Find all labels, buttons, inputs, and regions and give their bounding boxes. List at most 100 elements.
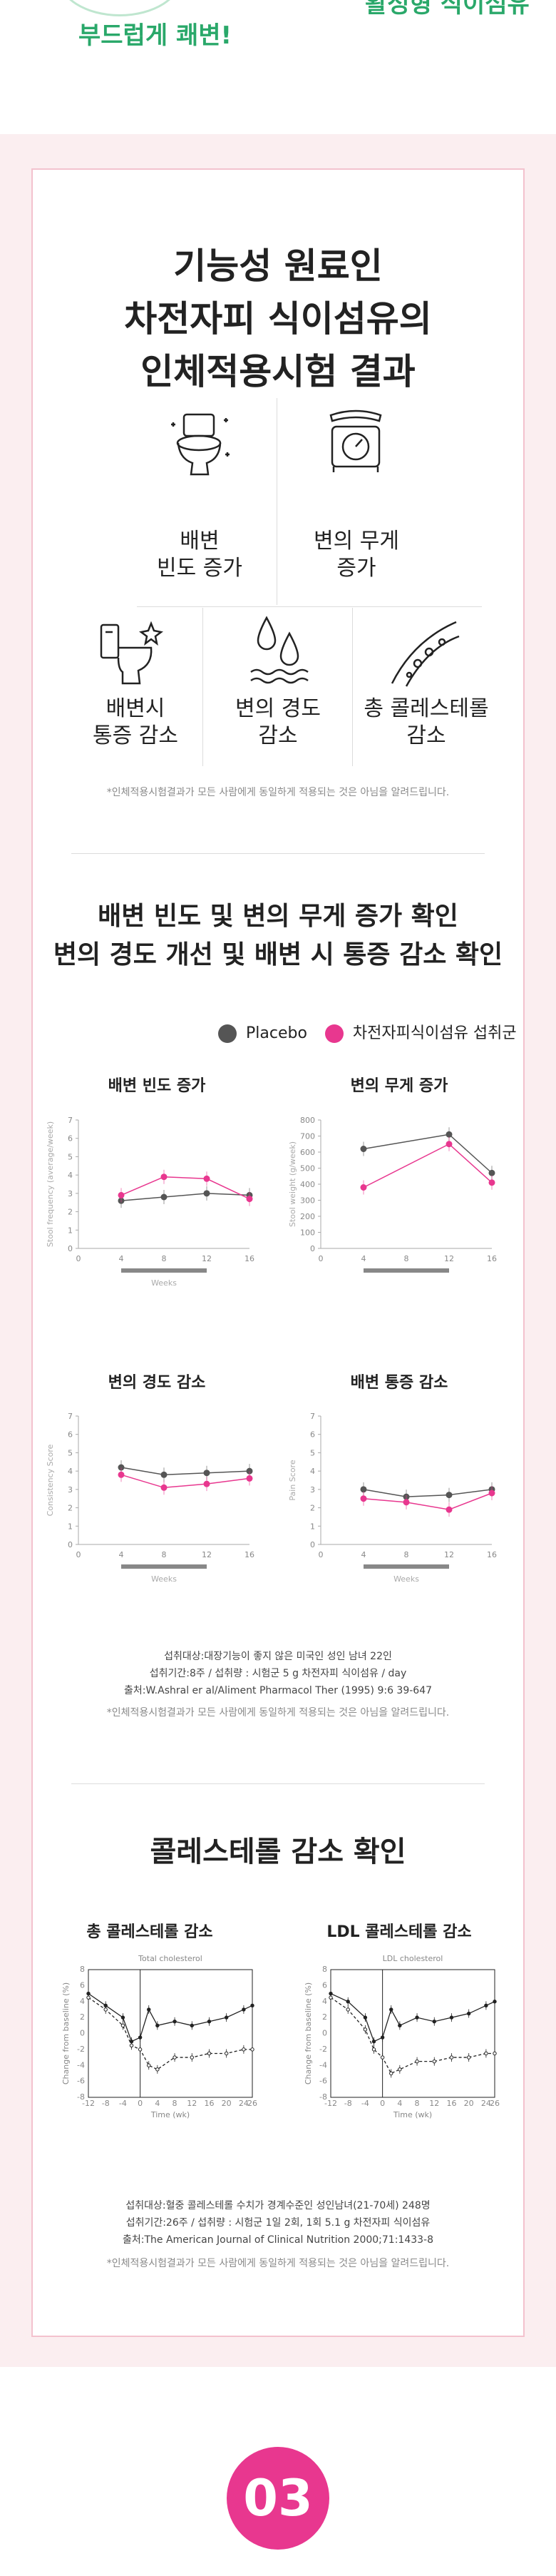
- x-tick-label: 4: [155, 2099, 160, 2108]
- y-tick-label: 1: [68, 1226, 73, 1235]
- data-point: [118, 1471, 125, 1478]
- series-line: [363, 1489, 493, 1497]
- x-tick-label: -8: [344, 2099, 352, 2108]
- x-tick-label: 8: [162, 1254, 167, 1263]
- data-point: [449, 2055, 454, 2060]
- y-tick-label: 6: [310, 1430, 315, 1440]
- treatment-period-bar: [364, 1268, 449, 1273]
- section3-title: 콜레스테롤 감소 확인: [150, 1836, 406, 1868]
- data-point: [449, 2015, 454, 2020]
- data-point: [363, 2015, 368, 2020]
- data-point: [371, 2047, 376, 2052]
- feature-stool-weight: 변의 무게 증가: [314, 529, 399, 581]
- x-tick-label: 0: [319, 1550, 324, 1559]
- data-point: [403, 1499, 410, 1506]
- x-tick-label: -12: [324, 2099, 337, 2108]
- data-point: [120, 2023, 125, 2028]
- data-point: [360, 1486, 367, 1493]
- data-point: [488, 1169, 495, 1176]
- y-tick-label: 1: [68, 1522, 73, 1531]
- data-point: [432, 2059, 436, 2064]
- data-point: [446, 1506, 453, 1513]
- chart-title-ldl-chol: LDL 콜레스테롤 감소: [326, 1923, 472, 1941]
- y-tick-label: -8: [319, 2092, 327, 2102]
- x-tick-label: 8: [415, 2099, 420, 2108]
- result-card: [31, 168, 525, 2337]
- x-axis-label: Time (wk): [393, 2110, 432, 2119]
- y-tick-label: 3: [310, 1485, 315, 1495]
- y-tick-label: 300: [300, 1196, 315, 1206]
- data-point: [86, 1995, 91, 2000]
- x-tick-label: 4: [361, 1254, 366, 1263]
- x-axis-label: Weeks: [393, 1574, 419, 1584]
- y-tick-label: 2: [68, 1208, 73, 1217]
- data-point: [242, 2007, 246, 2012]
- section3-source: 섭취대상:혈중 콜레스테롤 수치가 경계수준인 성인남녀(21-70세) 248…: [123, 2200, 433, 2246]
- y-tick-label: -8: [77, 2092, 85, 2102]
- section1-title-line: 기능성 원료인: [173, 245, 383, 287]
- series-line: [88, 1997, 252, 2070]
- data-point: [346, 2007, 350, 2012]
- x-tick-label: 8: [173, 2099, 177, 2108]
- x-tick-label: 0: [138, 2099, 143, 2108]
- y-tick-label: -2: [319, 2045, 327, 2054]
- x-tick-label: 26: [247, 2099, 257, 2108]
- y-tick-label: 3: [68, 1485, 73, 1495]
- y-tick-label: 8: [322, 1965, 327, 1974]
- x-tick-label: 12: [444, 1254, 454, 1263]
- x-axis-label: Weeks: [151, 1278, 177, 1288]
- chart-subtitle: Total cholesterol: [138, 1954, 202, 1963]
- x-tick-label: 12: [444, 1550, 454, 1559]
- x-tick-label: 8: [162, 1550, 167, 1559]
- data-point: [242, 2047, 246, 2052]
- section-divider: [71, 1783, 485, 1784]
- x-tick-label: 8: [404, 1550, 409, 1559]
- section2-title-line: 변의 경도 개선 및 배변 시 통증 감소 확인: [53, 940, 503, 969]
- data-point: [346, 2000, 350, 2004]
- x-tick-label: 0: [76, 1550, 81, 1559]
- feature-grid-line: [137, 606, 482, 607]
- series-line: [120, 1474, 250, 1489]
- data-point: [190, 2023, 194, 2028]
- y-tick-label: 6: [68, 1134, 73, 1144]
- y-tick-label: -6: [77, 2077, 85, 2086]
- feature-cholesterol: 총 콜레스테롤 감소: [364, 696, 489, 748]
- data-point: [466, 2055, 471, 2060]
- y-tick-label: 0: [80, 2029, 85, 2038]
- data-point: [466, 2011, 471, 2016]
- data-point: [103, 2007, 108, 2012]
- y-axis-label: Change from baseline (%): [61, 1982, 71, 2084]
- series-line: [363, 1134, 493, 1174]
- y-tick-label: 2: [310, 1504, 315, 1513]
- treatment-period-bar: [364, 1564, 449, 1569]
- y-tick-label: 100: [300, 1228, 315, 1238]
- toilet-sparkle-icon: [171, 413, 230, 476]
- legend-placebo-dot: [218, 1024, 237, 1043]
- y-tick-label: 4: [310, 1467, 315, 1476]
- data-point: [446, 1492, 453, 1499]
- data-point: [363, 2027, 368, 2032]
- header-right-text: 활성형 식이섬유: [365, 0, 530, 19]
- x-tick-label: 12: [187, 2099, 197, 2108]
- section2-note: *인체적용시험결과가 모든 사람에게 동일하게 적용되는 것은 아님을 알려드립…: [106, 1707, 450, 1719]
- y-tick-label: -4: [319, 2060, 327, 2070]
- y-axis-label: Change from baseline (%): [304, 1982, 313, 2084]
- x-tick-label: 20: [464, 2099, 474, 2108]
- data-point: [246, 1196, 253, 1203]
- section3-note: *인체적용시험결과가 모든 사람에게 동일하게 적용되는 것은 아님을 알려드립…: [106, 2258, 450, 2269]
- header-left-text: 부드럽게 쾌변!: [78, 21, 232, 50]
- y-tick-label: 1: [310, 1522, 315, 1531]
- toilet-pain-icon: [100, 621, 163, 685]
- y-tick-label: 4: [322, 1997, 327, 2006]
- y-tick-label: 2: [322, 2012, 327, 2022]
- x-tick-label: 4: [397, 2099, 402, 2108]
- feature-grid-line: [202, 608, 203, 766]
- data-point: [360, 1495, 367, 1502]
- data-point: [415, 2015, 419, 2020]
- chart-legend: Placebo 차전자피식이섬유 섭취군: [218, 1023, 517, 1044]
- data-point: [415, 2059, 419, 2064]
- droplets-icon: [250, 616, 309, 684]
- section2-source: 섭취대상:대장기능이 좋지 않은 미국인 성인 남녀 22인 섭취기간:8주 /…: [123, 1651, 433, 1696]
- data-point: [389, 2007, 393, 2012]
